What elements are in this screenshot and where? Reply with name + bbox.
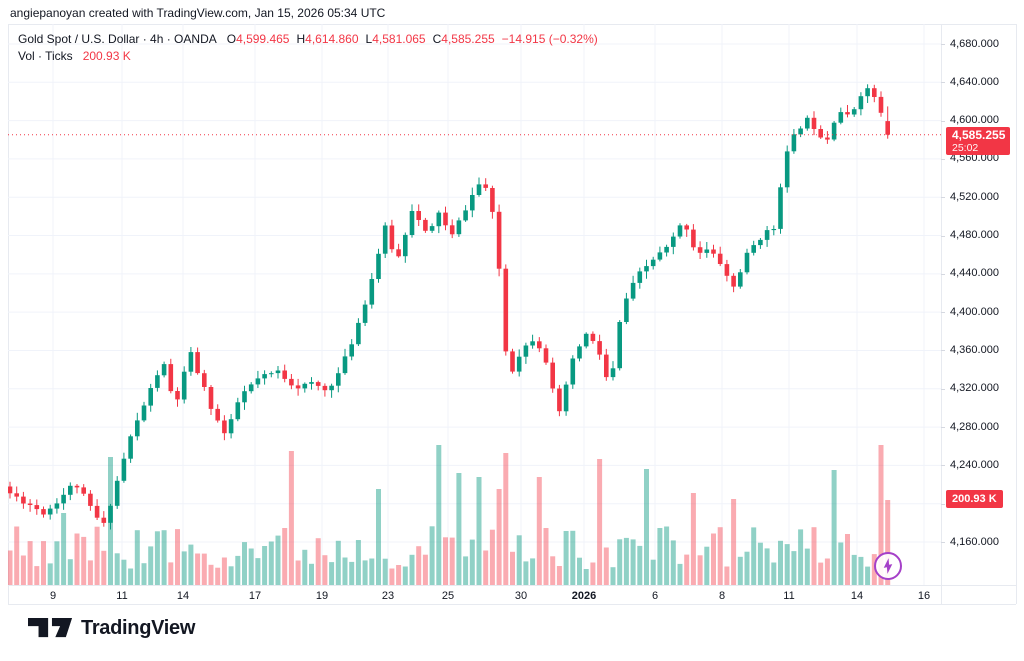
volume-value: 200.93 K	[82, 48, 131, 63]
legend-volume-row: Vol · Ticks 200.93 K	[18, 47, 598, 64]
low-value: L4,581.065	[365, 31, 426, 46]
volume-bars	[8, 445, 891, 585]
price-tick-mark	[941, 427, 945, 429]
tradingview-logo[interactable]: TradingView	[28, 617, 195, 640]
price-tick-mark	[941, 542, 945, 543]
price-tick-mark	[941, 120, 945, 122]
price-tick-mark	[941, 273, 945, 275]
time-tick-label: 14	[850, 590, 864, 602]
time-tick-label: 8	[718, 590, 726, 602]
price-tick-mark	[941, 312, 945, 314]
price-tick-label: 4,600.000	[950, 114, 999, 127]
price-tick-mark	[941, 197, 945, 199]
open-value: O4,599.465	[226, 31, 290, 46]
panel-border-right	[1016, 24, 1017, 604]
price-tick-mark	[941, 465, 945, 467]
price-tick-label: 4,440.000	[950, 267, 999, 280]
price-tick-mark	[941, 503, 945, 505]
price-tick-label: 4,280.000	[950, 420, 999, 433]
time-tick-label: 25	[441, 590, 455, 602]
price-tick-mark	[941, 82, 945, 84]
price-axis-separator[interactable]	[941, 24, 942, 604]
price-tick-mark	[941, 44, 945, 45]
credit-line: angiepanoyan created with TradingView.co…	[10, 6, 386, 20]
symbol-title[interactable]: Gold Spot / U.S. Dollar · 4h · OANDA	[18, 31, 217, 46]
time-tick-label: 6	[651, 590, 659, 602]
price-tick-label: 4,160.000	[950, 535, 999, 548]
price-tick-mark	[941, 235, 945, 237]
last-price-badge: 4,585.255 25:02	[946, 127, 1010, 156]
price-tick-mark	[941, 158, 945, 160]
legend: Gold Spot / U.S. Dollar · 4h · OANDA O4,…	[18, 30, 598, 64]
price-tick-label: 4,320.000	[950, 382, 999, 395]
time-tick-label: 23	[381, 590, 395, 602]
candles	[8, 84, 890, 530]
time-tick-label: 14	[176, 590, 190, 602]
panel-border-bottom	[8, 604, 1016, 605]
panel-border-top	[8, 24, 1016, 25]
close-value: C4,585.255	[432, 31, 495, 46]
tradingview-logo-text: TradingView	[81, 617, 196, 639]
lightning-icon	[883, 558, 893, 574]
footer: TradingView	[0, 610, 1024, 661]
time-tick-label: 11	[116, 590, 128, 602]
time-tick-label: 9	[49, 590, 57, 602]
price-tick-label: 4,360.000	[950, 343, 999, 356]
legend-symbol-row: Gold Spot / U.S. Dollar · 4h · OANDA O4,…	[18, 30, 598, 47]
high-value: H4,614.860	[296, 31, 359, 46]
price-tick-label: 4,640.000	[950, 75, 999, 88]
price-tick-label: 4,520.000	[950, 190, 999, 203]
time-tick-label: 17	[248, 590, 262, 602]
price-chart[interactable]	[8, 24, 941, 585]
change-value: −14.915 (−0.32%)	[501, 31, 598, 46]
price-tick-mark	[941, 388, 945, 390]
price-tick-label: 4,680.000	[950, 37, 999, 50]
time-tick-label: 2026	[571, 590, 597, 602]
flash-button[interactable]	[874, 552, 902, 580]
panel-border-left	[8, 24, 9, 604]
time-tick-label: 11	[783, 590, 795, 602]
time-tick-label: 30	[514, 590, 528, 602]
volume-badge: 200.93 K	[946, 490, 1003, 508]
price-tick-label: 4,560.000	[950, 152, 999, 165]
price-tick-mark	[941, 350, 945, 352]
time-axis-separator	[8, 585, 1016, 586]
price-tick-label: 4,240.000	[950, 458, 999, 471]
last-price-value: 4,585.255	[952, 128, 1006, 143]
price-tick-label: 4,480.000	[950, 229, 999, 242]
time-tick-label: 16	[917, 590, 931, 602]
bar-countdown: 25:02	[952, 142, 979, 155]
tradingview-logo-icon	[28, 617, 73, 638]
volume-indicator-label[interactable]: Vol · Ticks	[18, 48, 73, 63]
time-tick-label: 19	[315, 590, 329, 602]
price-tick-label: 4,400.000	[950, 305, 999, 318]
